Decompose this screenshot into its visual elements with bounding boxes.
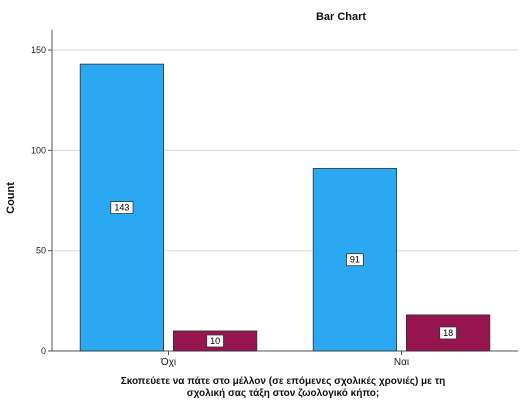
x-category-label: Όχι [160, 357, 176, 368]
data-label: 143 [114, 203, 129, 213]
x-axis-title-line-2: σχολική σας τάξη στον ζωολογικό κήπο; [187, 388, 379, 399]
y-tick-label: 0 [41, 346, 46, 356]
x-category-labels: Όχι Ναι [160, 351, 409, 368]
x-axis-title-line-1: Σκοπεύετε να πάτε στο μέλλον (σε επόμενε… [121, 376, 446, 387]
x-category-label: Ναι [394, 357, 409, 368]
y-tick-label: 50 [36, 246, 46, 256]
data-label: 10 [210, 336, 220, 346]
y-axis-label: Count [5, 182, 17, 214]
y-tick-label: 100 [31, 145, 46, 155]
chart-title: Bar Chart [316, 11, 366, 23]
y-tick-label: 150 [31, 45, 46, 55]
bars: 143 10 91 18 [80, 64, 490, 351]
data-label: 91 [350, 255, 360, 265]
data-label: 18 [443, 328, 453, 338]
y-ticks: 0 50 100 150 [31, 45, 52, 356]
